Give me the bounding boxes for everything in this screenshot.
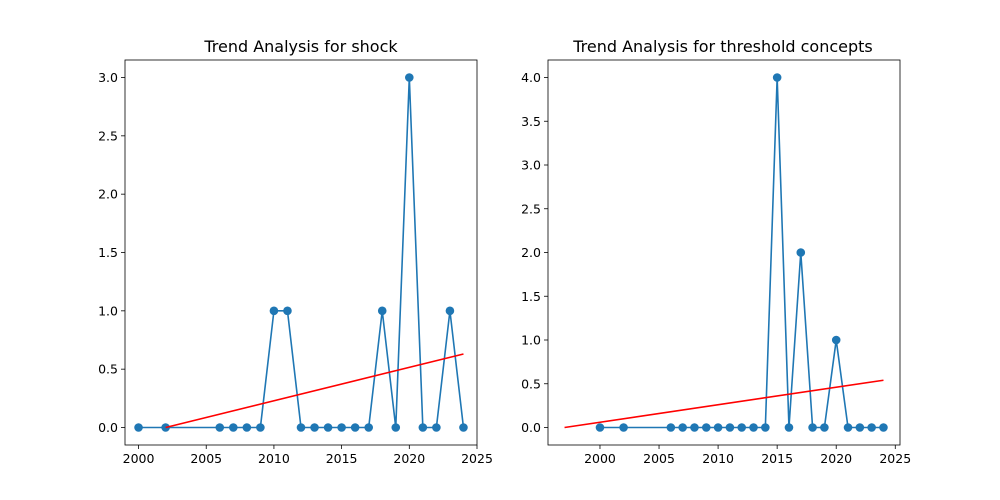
- x-tick-label: 2025: [461, 451, 493, 466]
- data-point: [808, 423, 817, 432]
- data-point: [418, 423, 428, 432]
- y-tick-label: 3.0: [98, 70, 118, 85]
- data-point: [229, 423, 238, 432]
- data-point: [595, 423, 605, 432]
- y-tick-label: 1.5: [98, 245, 118, 260]
- trend-line: [564, 379, 884, 429]
- y-tick-label: 0.0: [98, 420, 118, 435]
- plot-frame: [547, 59, 901, 446]
- data-point: [867, 423, 876, 432]
- data-point: [619, 423, 628, 432]
- data-point: [855, 423, 865, 432]
- data-point: [445, 306, 455, 316]
- x-tick-label: 2015: [326, 451, 358, 466]
- chart-title: Trend Analysis for shock: [203, 37, 398, 56]
- x-tick-label: 2020: [820, 451, 852, 466]
- data-point: [269, 306, 279, 316]
- data-point: [690, 423, 699, 432]
- y-tick-label: 3.5: [521, 114, 541, 129]
- chart-threshold-concepts: Trend Analysis for threshold concepts 20…: [521, 37, 911, 466]
- plot-frame: [124, 59, 478, 446]
- y-tick-label: 2.5: [521, 201, 541, 216]
- data-point: [701, 423, 711, 432]
- data-point: [391, 423, 401, 432]
- data-point: [796, 248, 806, 257]
- y-tick-label: 1.0: [98, 303, 118, 318]
- data-point: [678, 423, 687, 432]
- x-tick-label: 2000: [123, 451, 155, 466]
- y-tick-label: 0.5: [521, 376, 541, 391]
- data-point: [256, 423, 265, 432]
- data-point: [364, 423, 373, 432]
- data-point: [283, 306, 292, 316]
- data-point: [749, 423, 758, 432]
- data-point: [134, 423, 143, 432]
- x-tick-label: 2005: [190, 451, 222, 466]
- y-tick-label: 4.0: [521, 70, 541, 85]
- data-point: [725, 423, 735, 432]
- chart-title: Trend Analysis for threshold concepts: [572, 37, 873, 56]
- data-point: [350, 423, 360, 432]
- data-point: [820, 423, 829, 432]
- x-tick-label: 2010: [258, 451, 290, 466]
- data-point: [405, 73, 414, 82]
- data-point: [737, 423, 747, 432]
- series-line: [138, 76, 465, 429]
- chart-shock: Trend Analysis for shock 2000 2005 2010 201…: [98, 37, 493, 466]
- data-point: [459, 423, 468, 432]
- data-point: [323, 423, 333, 432]
- data-point: [761, 423, 770, 432]
- data-point: [713, 423, 723, 432]
- data-point: [296, 423, 306, 432]
- trend-line: [165, 353, 464, 429]
- data-point: [784, 423, 794, 432]
- y-tick-label: 2.0: [98, 187, 118, 202]
- data-point: [772, 73, 782, 82]
- data-point: [432, 423, 441, 432]
- data-point: [215, 423, 225, 432]
- x-tick-label: 2010: [702, 451, 734, 466]
- y-tick-label: 0.5: [98, 362, 118, 377]
- x-tick-label: 2020: [393, 451, 425, 466]
- y-tick-label: 2.5: [98, 128, 118, 143]
- x-tick-label: 2015: [761, 451, 793, 466]
- data-point: [666, 423, 676, 432]
- y-tick-label: 2.0: [521, 245, 541, 260]
- x-tick-label: 2000: [584, 451, 616, 466]
- x-tick-label: 2005: [643, 451, 675, 466]
- data-point: [310, 423, 319, 432]
- data-point: [831, 335, 841, 345]
- y-tick-label: 1.5: [521, 289, 541, 304]
- data-point: [879, 423, 888, 432]
- y-tick-label: 3.0: [521, 158, 541, 173]
- x-tick-label: 2025: [879, 451, 911, 466]
- data-point: [843, 423, 853, 432]
- data-point: [242, 423, 252, 432]
- data-point: [337, 423, 346, 432]
- y-tick-label: 1.0: [521, 333, 541, 348]
- data-point: [377, 306, 387, 316]
- y-tick-label: 0.0: [521, 420, 541, 435]
- series-line: [599, 76, 884, 429]
